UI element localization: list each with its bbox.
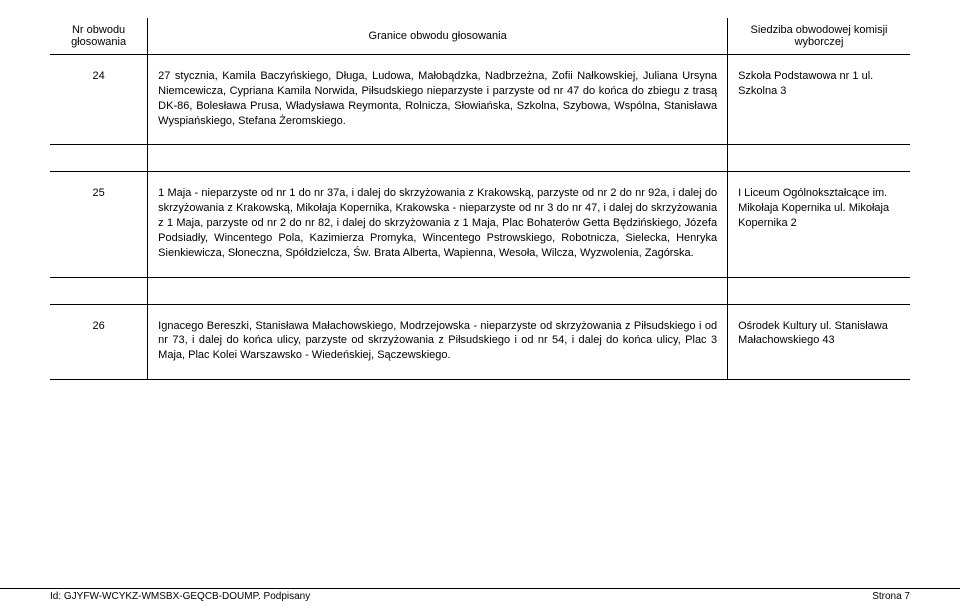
cell-nr: 26 [50, 304, 148, 380]
cell-nr: 25 [50, 172, 148, 277]
row-gap [50, 145, 910, 172]
cell-siedziba: I Liceum Ogólnokształcące im. Mikołaja K… [728, 172, 910, 277]
cell-granice: 27 stycznia, Kamila Baczyńskiego, Długa,… [148, 55, 728, 145]
document-page: Nr obwodu głosowania Granice obwodu głos… [0, 0, 960, 610]
table-row: 24 27 stycznia, Kamila Baczyńskiego, Dłu… [50, 55, 910, 145]
row-gap [50, 277, 910, 304]
table-row: 26 Ignacego Bereszki, Stanisława Małacho… [50, 304, 910, 380]
footer-id: Id: GJYFW-WCYKZ-WMSBX-GEQCB-DOUMP. Podpi… [50, 591, 310, 602]
header-granice: Granice obwodu głosowania [148, 18, 728, 55]
header-nr: Nr obwodu głosowania [50, 18, 148, 55]
footer-page: Strona 7 [872, 591, 910, 602]
table-row: 25 1 Maja - nieparzyste od nr 1 do nr 37… [50, 172, 910, 277]
cell-siedziba: Ośrodek Kultury ul. Stanisława Małachows… [728, 304, 910, 380]
cell-nr: 24 [50, 55, 148, 145]
table-header-row: Nr obwodu głosowania Granice obwodu głos… [50, 18, 910, 55]
voting-districts-table: Nr obwodu głosowania Granice obwodu głos… [50, 18, 910, 380]
page-footer: Id: GJYFW-WCYKZ-WMSBX-GEQCB-DOUMP. Podpi… [0, 588, 960, 602]
cell-granice: Ignacego Bereszki, Stanisława Małachowsk… [148, 304, 728, 380]
header-siedziba: Siedziba obwodowej komisji wyborczej [728, 18, 910, 55]
cell-siedziba: Szkoła Podstawowa nr 1 ul. Szkolna 3 [728, 55, 910, 145]
cell-granice: 1 Maja - nieparzyste od nr 1 do nr 37a, … [148, 172, 728, 277]
